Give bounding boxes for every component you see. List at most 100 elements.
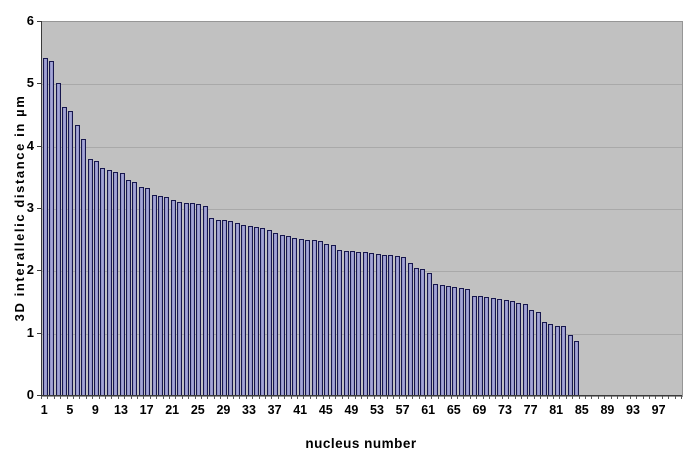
bar-nucleus-17 [145,187,151,396]
bar-nucleus-18 [151,194,157,396]
x-tick-mark [610,396,612,399]
bar-nucleus-73 [503,300,509,396]
x-tick-mark [79,396,81,399]
x-tick-label: 13 [114,403,128,417]
bar-nucleus-21 [170,200,176,396]
bar-nucleus-70 [484,296,490,396]
bar-nucleus-62 [433,283,439,396]
bar-nucleus-49 [349,251,355,396]
x-tick-mark [559,396,561,399]
x-tick-mark [649,396,650,399]
x-tick-label: 89 [600,403,615,417]
bar-nucleus-1 [42,58,48,396]
x-tick-label: 69 [472,403,487,417]
x-tick-mark [188,396,190,399]
bar-nucleus-54 [381,254,387,396]
x-tick-mark [354,396,356,399]
x-tick-mark [661,396,663,399]
x-tick-mark [143,396,145,399]
bar-nucleus-33 [247,226,253,396]
y-tick-label: 1 [26,324,34,340]
x-tick-mark [181,396,183,399]
x-tick-mark [674,396,676,399]
bar-nucleus-24 [189,203,195,396]
bar-nucleus-75 [516,302,522,396]
x-tick-mark [617,396,618,399]
x-tick-mark [604,396,606,399]
bar-nucleus-83 [567,334,573,396]
x-tick-mark [303,396,305,399]
bar-nucleus-81 [554,325,560,396]
x-tick-mark [399,396,401,399]
x-tick-mark [629,396,631,399]
x-tick-label: 53 [370,403,384,417]
x-tick-mark [245,396,247,399]
bar-nucleus-29 [221,220,227,396]
x-tick-mark [578,396,580,399]
bar-nucleus-57 [401,257,407,396]
bar-nucleus-11 [106,169,112,396]
x-tick-mark [501,396,503,399]
x-tick-mark [412,396,414,399]
x-tick-mark [495,396,497,399]
y-tick-label: 4 [26,137,34,153]
x-tick-mark [73,396,74,399]
x-tick-mark [469,396,471,399]
bar-nucleus-38 [279,234,285,396]
x-tick-label: 21 [165,403,180,417]
x-tick-label: 37 [267,403,282,417]
x-tick-mark [585,396,586,399]
x-tick-label: 73 [498,403,512,417]
bar-nucleus-13 [119,172,125,396]
x-tick-mark [623,396,625,399]
x-tick-mark [405,396,407,399]
x-tick-mark [380,396,382,399]
x-tick-mark [476,396,478,399]
bar-nucleus-5 [68,110,74,396]
x-tick-mark [636,396,638,399]
bar-nucleus-68 [471,295,477,396]
bar-nucleus-10 [100,167,106,396]
x-tick-label: 57 [395,403,410,417]
bar-nucleus-76 [522,304,528,396]
bar-nucleus-52 [369,252,375,396]
bar-nucleus-67 [465,288,471,396]
bar-nucleus-35 [260,228,266,396]
bar-nucleus-14 [125,179,131,396]
bar-nucleus-8 [87,158,93,396]
x-tick-label: 33 [242,403,256,417]
y-axis-line [41,21,42,396]
x-tick-mark [175,396,177,399]
x-tick-mark [431,396,433,399]
bar-nucleus-7 [81,139,87,396]
x-tick-mark [226,396,228,399]
x-tick-label: 49 [344,403,359,417]
x-tick-label: 41 [293,403,308,417]
bar-nucleus-15 [132,181,138,396]
x-tick-label: 29 [216,403,231,417]
x-tick-mark [572,396,574,399]
bar-nucleus-82 [561,326,567,396]
y-tick-label: 0 [26,387,34,402]
x-tick-mark [533,396,535,399]
bar-nucleus-77 [529,309,535,396]
x-tick-label: 17 [139,403,154,417]
y-tick-mark [37,145,41,147]
x-tick-mark [329,396,330,399]
bar-nucleus-71 [490,297,496,396]
x-tick-mark [591,396,593,399]
bar-nucleus-43 [311,240,317,396]
x-tick-mark [681,396,682,399]
bar-nucleus-79 [541,322,547,396]
x-tick-mark [444,396,446,399]
x-tick-mark [373,396,375,399]
x-tick-mark [316,396,318,399]
x-tick-mark [233,396,234,399]
bar-nucleus-6 [74,125,80,396]
y-tick-label: 6 [26,13,34,28]
x-tick-mark [463,396,465,399]
bar-nucleus-72 [497,298,503,396]
x-tick-label: 97 [651,403,666,417]
x-tick-mark [60,396,62,399]
